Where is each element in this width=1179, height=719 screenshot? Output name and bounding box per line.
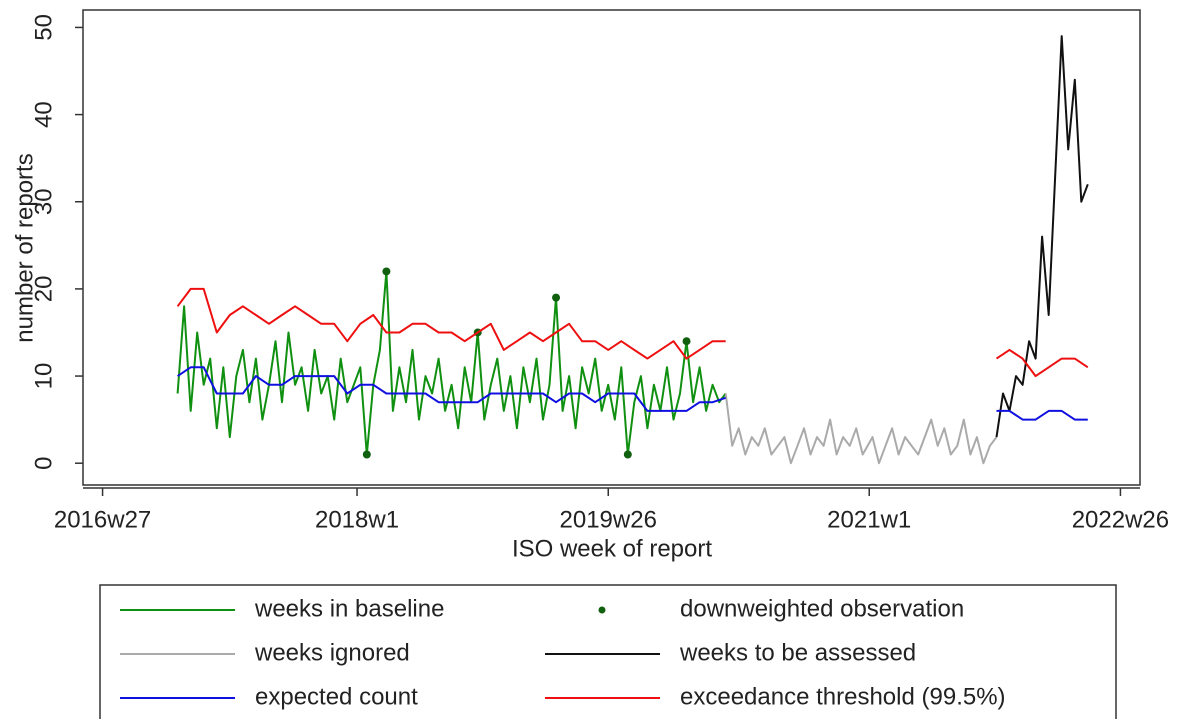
plot-frame: [82, 9, 1141, 486]
legend-label: weeks ignored: [254, 639, 410, 666]
series-line: [995, 35, 1089, 438]
legend-label: weeks in baseline: [254, 595, 444, 622]
x-tick-label: 2016w27: [54, 506, 151, 533]
data-point: [552, 293, 561, 302]
series-line: [176, 287, 726, 360]
legend-label: expected count: [255, 683, 418, 710]
x-tick-label: 2021w1: [827, 506, 911, 533]
series-line: [176, 270, 727, 456]
y-tick-label: 30: [30, 188, 57, 215]
legend-label: downweighted observation: [680, 595, 964, 622]
y-tick-label: 10: [30, 363, 57, 390]
data-point: [382, 267, 391, 276]
x-axis-label: ISO week of report: [512, 535, 712, 562]
x-tick-label: 2018w1: [315, 506, 399, 533]
y-axis-label: number of reports: [11, 153, 38, 342]
legend-box: [99, 584, 1117, 719]
y-tick-label: 0: [30, 457, 57, 470]
x-tick-label: 2022w26: [1072, 506, 1169, 533]
series-line: [724, 393, 998, 465]
legend-label: exceedance threshold (99.5%): [680, 683, 1006, 710]
data-point: [362, 450, 371, 459]
series-line: [177, 366, 727, 412]
y-tick-label: 50: [30, 14, 57, 41]
y-tick-label: 40: [30, 101, 57, 128]
data-point: [682, 337, 691, 346]
x-tick-label: 2019w26: [560, 506, 657, 533]
data-point: [623, 450, 632, 459]
series-line: [995, 348, 1089, 378]
series-line: [996, 409, 1088, 421]
y-tick-label: 20: [30, 276, 57, 303]
legend-marker: [598, 606, 606, 614]
legend-label: weeks to be assessed: [679, 639, 916, 666]
